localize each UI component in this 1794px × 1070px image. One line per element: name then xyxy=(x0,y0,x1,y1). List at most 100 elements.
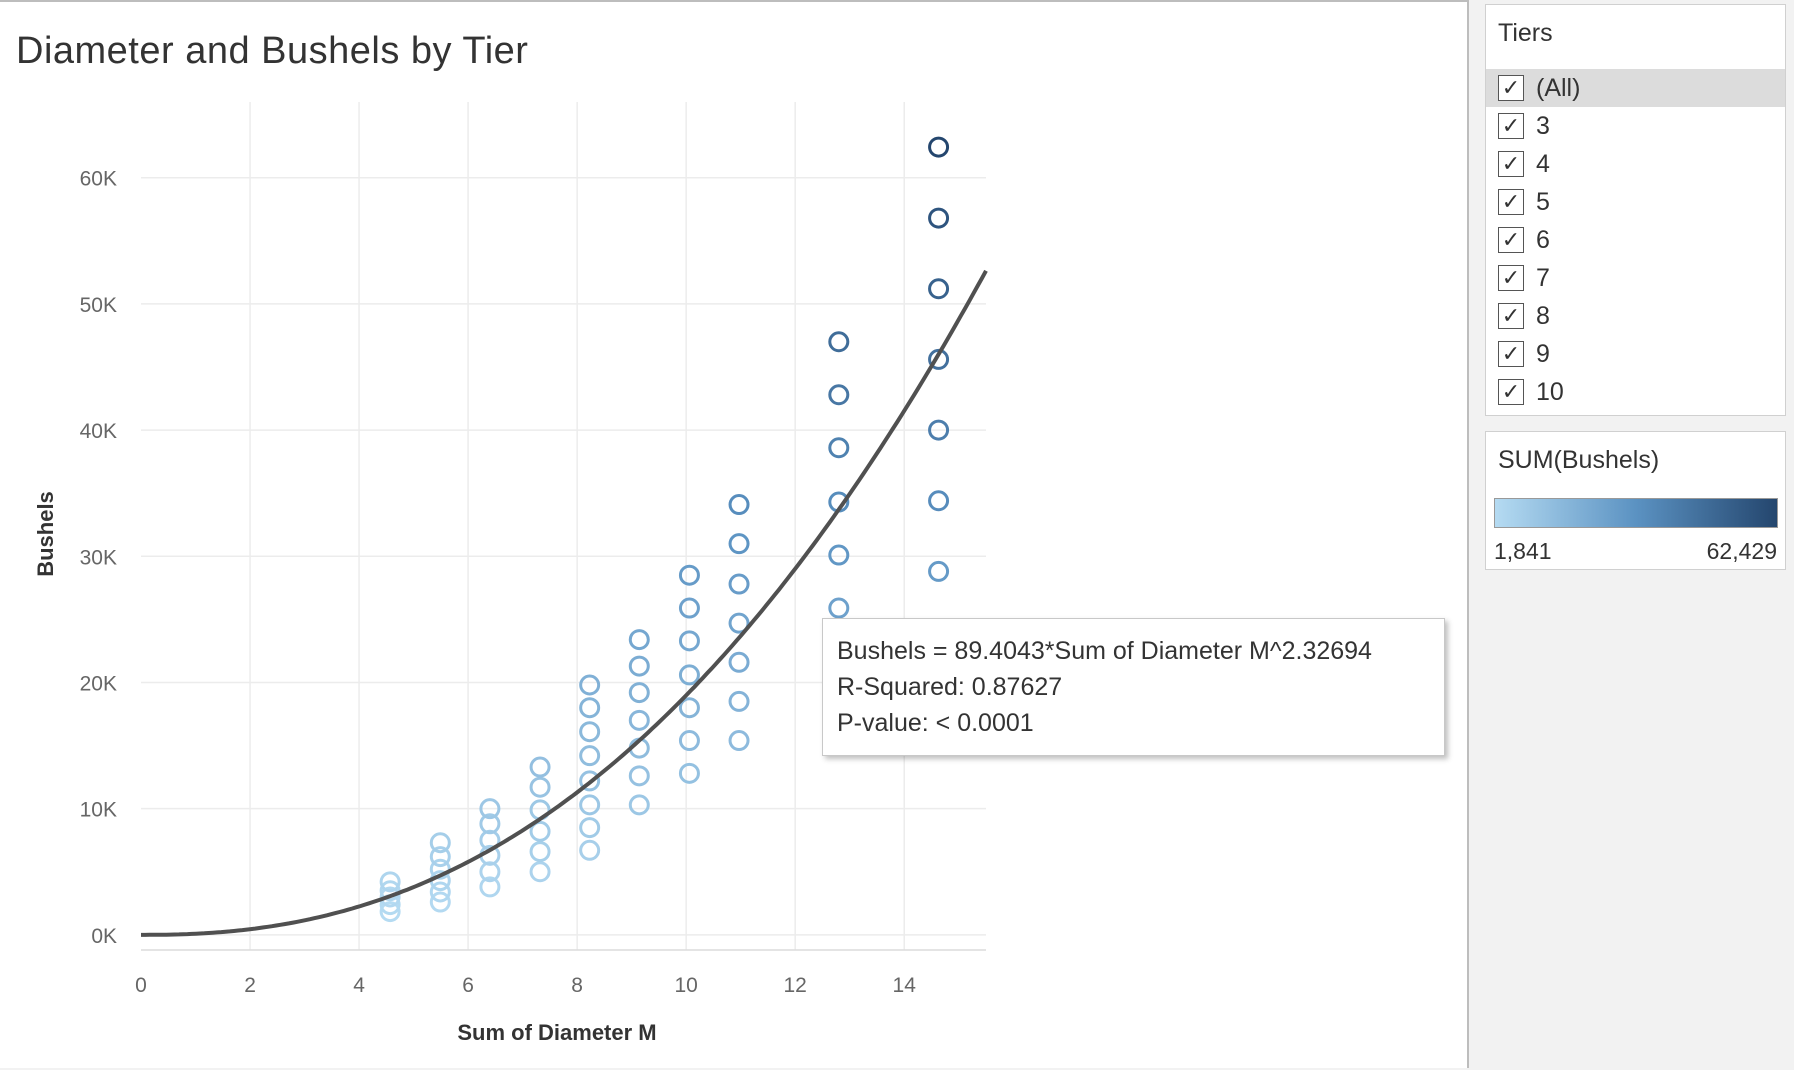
data-point[interactable] xyxy=(429,846,451,868)
tier-item-4[interactable]: ✓ 4 xyxy=(1486,145,1785,183)
checkbox[interactable]: ✓ xyxy=(1498,75,1524,101)
checkbox[interactable]: ✓ xyxy=(1498,303,1524,329)
data-point[interactable] xyxy=(928,560,950,582)
data-point[interactable] xyxy=(479,798,501,820)
gridlines xyxy=(141,102,986,951)
checkbox[interactable]: ✓ xyxy=(1498,341,1524,367)
tiers-filter-card: Tiers ✓ (All) ✓ 3 ✓ 4 ✓ 5 ✓ 6 ✓ 7 ✓ 8 xyxy=(1485,4,1786,416)
data-point[interactable] xyxy=(928,419,950,441)
data-point[interactable] xyxy=(479,813,501,835)
data-point[interactable] xyxy=(579,674,601,696)
data-point[interactable] xyxy=(728,573,750,595)
tiers-filter-title: Tiers xyxy=(1498,19,1553,47)
data-point[interactable] xyxy=(429,832,451,854)
data-point[interactable] xyxy=(579,697,601,719)
y-axis-ticks: 0K 10K 20K 30K 40K 50K 60K xyxy=(80,168,117,948)
tooltip-p-value: P-value: < 0.0001 xyxy=(837,709,1034,737)
scatter-plot: 0 2 4 6 8 10 12 14 0K 10K 20K 30K 40K 50K 60K Sum of … xyxy=(33,102,988,1045)
data-point[interactable] xyxy=(479,861,501,883)
data-point[interactable] xyxy=(628,682,650,704)
data-point[interactable] xyxy=(529,776,551,798)
chart-title: Diameter and Bushels by Tier xyxy=(16,30,529,72)
tier-item-label: 3 xyxy=(1536,111,1550,140)
checkbox[interactable]: ✓ xyxy=(1498,265,1524,291)
data-point[interactable] xyxy=(678,630,700,652)
data-point[interactable] xyxy=(579,721,601,743)
data-point[interactable] xyxy=(728,494,750,516)
checkbox[interactable]: ✓ xyxy=(1498,379,1524,405)
tiers-filter-list: ✓ (All) ✓ 3 ✓ 4 ✓ 5 ✓ 6 ✓ 7 ✓ 8 ✓ 9 xyxy=(1486,69,1785,411)
y-tick-label: 40K xyxy=(80,420,117,443)
data-point[interactable] xyxy=(429,891,451,913)
checkbox[interactable]: ✓ xyxy=(1498,113,1524,139)
data-point[interactable] xyxy=(728,612,750,634)
data-point[interactable] xyxy=(678,697,700,719)
tier-item-5[interactable]: ✓ 5 xyxy=(1486,183,1785,221)
tier-item-all[interactable]: ✓ (All) xyxy=(1486,69,1785,107)
trend-line[interactable] xyxy=(141,269,988,937)
data-point[interactable] xyxy=(529,820,551,842)
data-point[interactable] xyxy=(928,278,950,300)
data-point[interactable] xyxy=(678,564,700,586)
data-point[interactable] xyxy=(579,794,601,816)
data-point[interactable] xyxy=(678,762,700,784)
data-point[interactable] xyxy=(579,817,601,839)
data-point[interactable] xyxy=(728,690,750,712)
checkbox[interactable]: ✓ xyxy=(1498,189,1524,215)
x-axis-title: Sum of Diameter M xyxy=(457,1020,656,1045)
data-point[interactable] xyxy=(379,886,401,908)
data-point[interactable] xyxy=(928,136,950,158)
legend-min-label: 1,841 xyxy=(1494,538,1552,564)
tier-item-8[interactable]: ✓ 8 xyxy=(1486,297,1785,335)
data-point[interactable] xyxy=(828,597,850,619)
data-point[interactable] xyxy=(579,770,601,792)
data-point[interactable] xyxy=(579,745,601,767)
x-tick-label: 10 xyxy=(674,974,697,997)
data-point[interactable] xyxy=(678,730,700,752)
worksheet-canvas: Diameter and Bushels by Tier 0 2 4 6 8 10 12 14… xyxy=(0,0,1469,1068)
checkbox[interactable]: ✓ xyxy=(1498,227,1524,253)
legend-max-label: 62,429 xyxy=(1706,538,1777,564)
x-tick-label: 0 xyxy=(135,974,147,997)
x-tick-label: 8 xyxy=(571,974,583,997)
data-point[interactable] xyxy=(579,839,601,861)
color-gradient-bar xyxy=(1494,498,1778,528)
checkbox[interactable]: ✓ xyxy=(1498,151,1524,177)
x-tick-label: 12 xyxy=(784,974,807,997)
x-tick-label: 14 xyxy=(893,974,917,997)
data-point[interactable] xyxy=(728,730,750,752)
data-point[interactable] xyxy=(529,861,551,883)
data-point[interactable] xyxy=(379,901,401,923)
x-tick-label: 4 xyxy=(353,974,365,997)
data-point[interactable] xyxy=(828,437,850,459)
data-point[interactable] xyxy=(828,384,850,406)
data-point[interactable] xyxy=(728,533,750,555)
data-point[interactable] xyxy=(628,655,650,677)
data-point[interactable] xyxy=(828,331,850,353)
data-point[interactable] xyxy=(479,876,501,898)
tier-item-6[interactable]: ✓ 6 xyxy=(1486,221,1785,259)
tier-item-7[interactable]: ✓ 7 xyxy=(1486,259,1785,297)
y-tick-label: 60K xyxy=(80,168,117,191)
data-point[interactable] xyxy=(728,651,750,673)
data-point[interactable] xyxy=(828,544,850,566)
data-point[interactable] xyxy=(628,794,650,816)
data-point[interactable] xyxy=(529,841,551,863)
data-point[interactable] xyxy=(628,709,650,731)
data-point[interactable] xyxy=(678,597,700,619)
tier-item-3[interactable]: ✓ 3 xyxy=(1486,107,1785,145)
data-point[interactable] xyxy=(678,664,700,686)
tier-item-10[interactable]: ✓ 10 xyxy=(1486,373,1785,411)
tier-item-9[interactable]: ✓ 9 xyxy=(1486,335,1785,373)
data-point[interactable] xyxy=(628,765,650,787)
color-legend-card: SUM(Bushels) 1,841 62,429 xyxy=(1485,431,1786,570)
data-point[interactable] xyxy=(429,881,451,903)
data-point[interactable] xyxy=(529,756,551,778)
x-axis-ticks: 0 2 4 6 8 10 12 14 xyxy=(135,974,916,997)
data-point[interactable] xyxy=(928,490,950,512)
tier-item-label: 6 xyxy=(1536,225,1550,254)
data-point[interactable] xyxy=(379,871,401,893)
trend-line-tooltip: Bushels = 89.4043*Sum of Diameter M^2.32… xyxy=(822,618,1445,756)
data-point[interactable] xyxy=(628,629,650,651)
data-point[interactable] xyxy=(928,207,950,229)
